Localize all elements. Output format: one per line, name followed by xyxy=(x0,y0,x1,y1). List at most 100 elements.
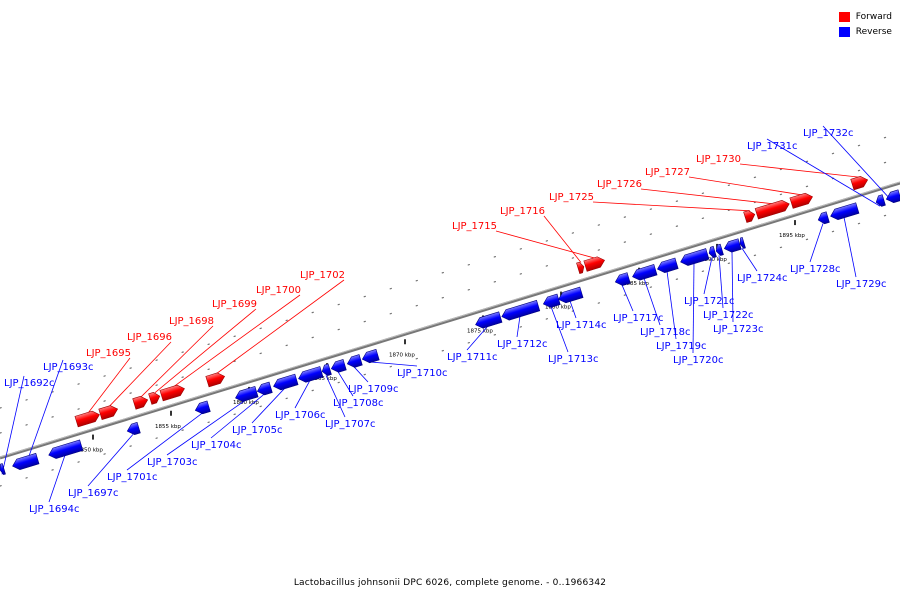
leader-line xyxy=(495,230,596,259)
dotted-guide-line xyxy=(0,210,900,487)
gene-arrow[interactable] xyxy=(542,293,561,309)
genome-backbone-line xyxy=(0,181,900,460)
gene-arrow[interactable] xyxy=(205,371,226,388)
gene-label[interactable]: LJP_1723c xyxy=(713,324,764,335)
gene-label[interactable]: LJP_1708c xyxy=(333,398,384,409)
gene-arrow[interactable] xyxy=(715,243,724,256)
gene-label[interactable]: LJP_1729c xyxy=(836,279,887,290)
gene-label[interactable]: LJP_1717c xyxy=(613,313,664,324)
gene-label[interactable]: LJP_1718c xyxy=(640,327,691,338)
gene-arrow[interactable] xyxy=(679,248,710,268)
gene-arrow[interactable] xyxy=(0,463,6,476)
leader-line xyxy=(1,375,25,475)
gene-arrow[interactable] xyxy=(159,383,186,402)
gene-label[interactable]: LJP_1724c xyxy=(737,273,788,284)
leader-line xyxy=(822,125,894,203)
gene-arrow[interactable] xyxy=(272,373,299,392)
gene-label[interactable]: LJP_1720c xyxy=(673,355,724,366)
gene-label[interactable]: LJP_1706c xyxy=(275,410,326,421)
gene-label[interactable]: LJP_1731c xyxy=(747,141,798,152)
gene-arrow[interactable] xyxy=(132,395,150,410)
genome-backbone-highlight xyxy=(0,181,900,458)
gene-label[interactable]: LJP_1701c xyxy=(107,472,158,483)
gene-label[interactable]: LJP_1730 xyxy=(696,154,741,165)
gene-label[interactable]: LJP_1699 xyxy=(212,299,257,310)
gene-label[interactable]: LJP_1704c xyxy=(191,440,242,451)
gene-arrow[interactable] xyxy=(614,272,631,288)
gene-arrow[interactable] xyxy=(194,400,211,416)
gene-label[interactable]: LJP_1694c xyxy=(29,504,80,515)
gene-label[interactable]: LJP_1696 xyxy=(127,332,172,343)
gene-label[interactable]: LJP_1711c xyxy=(447,352,498,363)
gene-label[interactable]: LJP_1697c xyxy=(68,488,119,499)
leader-line xyxy=(688,176,803,196)
gene-label[interactable]: LJP_1702 xyxy=(300,270,345,281)
gene-arrow[interactable] xyxy=(474,311,503,330)
gene-arrow[interactable] xyxy=(321,363,332,377)
gene-arrow[interactable] xyxy=(11,452,40,471)
gene-label[interactable]: LJP_1732c xyxy=(803,128,854,139)
gene-arrow[interactable] xyxy=(885,189,900,205)
gene-label[interactable]: LJP_1727 xyxy=(645,167,690,178)
gene-label[interactable]: LJP_1703c xyxy=(147,457,198,468)
gene-label[interactable]: LJP_1698 xyxy=(169,316,214,327)
gene-arrow[interactable] xyxy=(148,391,162,405)
gene-arrow[interactable] xyxy=(74,409,101,428)
gene-arrow[interactable] xyxy=(47,439,84,460)
leader-line xyxy=(294,380,311,409)
gene-arrow[interactable] xyxy=(743,209,757,223)
gene-arrow[interactable] xyxy=(361,348,380,364)
gene-label[interactable]: LJP_1715 xyxy=(452,221,497,232)
leader-line xyxy=(516,316,521,338)
gene-arrow[interactable] xyxy=(723,238,742,254)
leader-line xyxy=(24,359,64,468)
gene-arrow[interactable] xyxy=(583,255,606,272)
legend-forward-swatch xyxy=(838,11,850,22)
gene-arrow[interactable] xyxy=(656,257,679,274)
gene-label[interactable]: LJP_1710c xyxy=(397,368,448,379)
gene-arrow[interactable] xyxy=(708,245,717,259)
leader-line xyxy=(809,223,824,263)
gene-arrow[interactable] xyxy=(256,381,273,397)
gene-label[interactable]: LJP_1700 xyxy=(256,285,301,296)
gene-label[interactable]: LJP_1695 xyxy=(86,348,131,359)
gene-label[interactable]: LJP_1712c xyxy=(497,339,548,350)
leader-line xyxy=(766,138,881,207)
gene-arrow[interactable] xyxy=(754,199,791,220)
gene-label[interactable]: LJP_1692c xyxy=(4,378,55,389)
gene-arrow[interactable] xyxy=(738,237,746,249)
gene-arrow[interactable] xyxy=(850,175,870,191)
gene-label[interactable]: LJP_1722c xyxy=(703,310,754,321)
gene-label[interactable]: LJP_1716 xyxy=(500,206,545,217)
gene-label[interactable]: LJP_1725 xyxy=(549,192,594,203)
leader-line xyxy=(87,434,134,487)
legend-forward: Forward xyxy=(838,9,892,24)
gene-arrow[interactable] xyxy=(126,421,141,436)
leader-line xyxy=(666,271,677,340)
gene-label[interactable]: LJP_1719c xyxy=(656,341,707,352)
gene-label[interactable]: LJP_1728c xyxy=(790,264,841,275)
gene-arrow[interactable] xyxy=(875,194,886,208)
gene-label[interactable]: LJP_1709c xyxy=(348,384,399,395)
gene-arrow[interactable] xyxy=(576,261,586,274)
gene-arrow[interactable] xyxy=(297,366,324,385)
gene-arrow[interactable] xyxy=(330,359,347,374)
gene-label[interactable]: LJP_1707c xyxy=(325,419,376,430)
gene-arrow[interactable] xyxy=(346,354,363,370)
gene-label[interactable]: LJP_1713c xyxy=(548,354,599,365)
gene-arrow[interactable] xyxy=(631,264,658,282)
gene-label[interactable]: LJP_1714c xyxy=(556,320,607,331)
gene-arrow[interactable] xyxy=(500,299,541,322)
gene-arrow[interactable] xyxy=(817,211,830,225)
gene-label[interactable]: LJP_1705c xyxy=(232,425,283,436)
gene-label[interactable]: LJP_1721c xyxy=(684,296,735,307)
gene-arrow[interactable] xyxy=(557,286,584,305)
gene-arrow[interactable] xyxy=(789,191,814,209)
gene-arrow[interactable] xyxy=(234,385,259,403)
gene-label[interactable]: LJP_1726 xyxy=(597,179,642,190)
gene-label[interactable]: LJP_1693c xyxy=(43,362,94,373)
leader-line xyxy=(466,325,489,351)
gene-arrow[interactable] xyxy=(829,202,860,222)
gene-arrow[interactable] xyxy=(98,404,119,420)
